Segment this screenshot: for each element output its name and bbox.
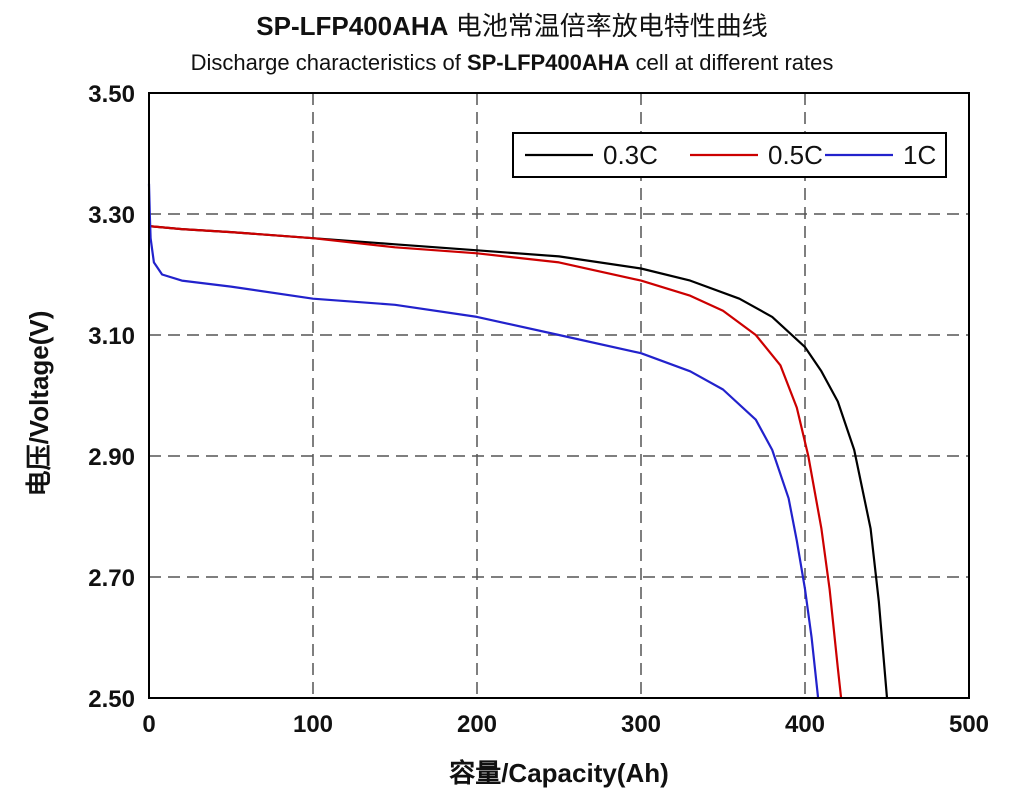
- x-tick-label: 200: [457, 711, 497, 738]
- chart-title-chinese: 电池常温倍率放电特性曲线: [455, 11, 768, 41]
- legend: 0.3C 0.5C 1C: [512, 132, 947, 178]
- series-line-0_5C: [148, 225, 843, 699]
- x-tick-label: 300: [621, 711, 661, 738]
- y-tick-label: 3.50: [88, 81, 135, 108]
- legend-label: 0.3C: [603, 140, 658, 170]
- y-tick-label: 2.50: [88, 686, 135, 713]
- y-tick-label: 2.90: [88, 444, 135, 471]
- x-tick-label: 0: [142, 711, 155, 738]
- x-tick-label: 100: [293, 711, 333, 738]
- series-lines: [147, 183, 889, 699]
- x-tick-label: 500: [949, 711, 989, 738]
- x-axis-label: 容量/Capacity(Ah): [449, 758, 669, 788]
- chart-subtitle-post: cell at different rates: [635, 50, 834, 75]
- chart-subtitle-pre: Discharge characteristics of: [190, 50, 461, 75]
- y-axis-label: 电压/Voltage(V): [24, 311, 54, 497]
- chart-title-model: SP-LFP400AHA: [256, 11, 449, 41]
- legend-label: 0.5C: [768, 140, 823, 170]
- y-tick-label: 3.30: [88, 202, 135, 229]
- series-line-1C: [147, 183, 820, 699]
- y-tick-label: 3.10: [88, 323, 135, 350]
- chart-subtitle-model: SP-LFP400AHA: [466, 50, 630, 75]
- y-tick-label: 2.70: [88, 565, 135, 592]
- chart-title: SP-LFP400AHA 电池常温倍率放电特性曲线: [0, 6, 1024, 43]
- plot-frame: [148, 92, 970, 699]
- grid: [149, 93, 969, 698]
- x-tick-label: 400: [785, 711, 825, 738]
- axis-ticks: 0 100 200 300 400 500 2.50 2.70 2.90 3.10 3.30 3.50: [88, 81, 989, 738]
- legend-label: 1C: [903, 140, 936, 170]
- chart-subtitle: Discharge characteristics of SP-LFP400AH…: [0, 50, 1024, 76]
